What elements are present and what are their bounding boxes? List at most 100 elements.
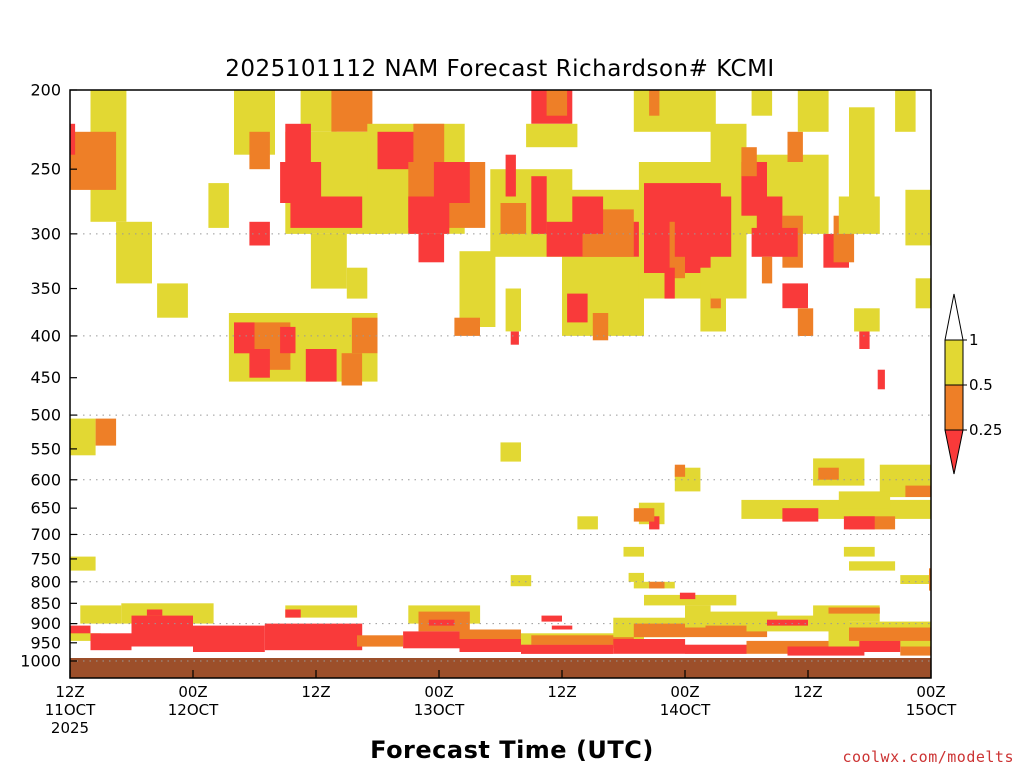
ri-cell-136 — [193, 625, 265, 652]
x-tick-label-0-2: 11OCT — [45, 701, 96, 719]
ri-cell-100 — [649, 516, 660, 530]
ri-cell-146 — [859, 640, 901, 652]
ri-cell-45 — [526, 123, 578, 148]
y-tick-label-700: 700 — [30, 525, 61, 544]
ri-cell-97 — [843, 516, 875, 530]
x-tick-label-60-1: 00Z — [670, 683, 699, 701]
ri-cell-110 — [649, 581, 665, 589]
x-tick-label-72-1: 12Z — [793, 683, 822, 701]
ri-cell-127 — [705, 625, 747, 636]
ri-cell-138 — [357, 635, 404, 647]
x-tick-label-84-1: 00Z — [916, 683, 945, 701]
ri-cell-131 — [849, 627, 931, 641]
ri-cell-24 — [280, 326, 296, 354]
ri-cell-26 — [351, 317, 378, 354]
ri-cell-82 — [905, 189, 931, 246]
ri-cell-94 — [838, 491, 891, 509]
ri-cell-84 — [915, 278, 931, 309]
ri-cell-18 — [310, 233, 347, 289]
ri-cell-129 — [767, 619, 808, 626]
ri-cell-2 — [70, 123, 76, 155]
y-tick-label-850: 850 — [30, 594, 61, 613]
ri-cell-151 — [541, 615, 562, 622]
ri-cell-39 — [531, 176, 547, 234]
ri-cell-72 — [797, 90, 829, 132]
ri-cell-116 — [80, 605, 122, 624]
ri-cell-93 — [741, 499, 931, 519]
ri-cell-150 — [428, 619, 455, 626]
ri-cell-73 — [782, 283, 808, 309]
ri-cell-148 — [146, 609, 163, 616]
ri-cell-77 — [838, 196, 880, 234]
x-tick-label-48-1: 12Z — [547, 683, 576, 701]
ri-cell-139 — [403, 631, 460, 649]
ri-cell-5 — [70, 418, 96, 456]
ri-cell-71 — [787, 131, 803, 162]
ri-cell-149 — [285, 609, 301, 618]
ri-cell-57 — [664, 267, 675, 299]
colorbar-label-2: 0.25 — [969, 421, 1002, 439]
y-tick-label-350: 350 — [30, 279, 61, 298]
ri-cell-4 — [157, 283, 188, 318]
ri-cell-145 — [787, 646, 865, 656]
colorbar-label-1: 0.5 — [969, 376, 993, 394]
ri-cell-104 — [843, 546, 875, 557]
y-tick-label-200: 200 — [30, 81, 61, 100]
ri-cell-123 — [531, 635, 634, 645]
ri-cell-36 — [454, 317, 480, 336]
y-tick-label-800: 800 — [30, 572, 61, 591]
y-tick-label-600: 600 — [30, 470, 61, 489]
ri-cell-19 — [346, 267, 368, 299]
ri-cell-143 — [685, 644, 747, 654]
ri-cell-111 — [644, 594, 737, 606]
x-tick-label-24-1: 12Z — [301, 683, 330, 701]
ri-cell-86 — [500, 442, 521, 462]
ri-cell-108 — [628, 572, 644, 582]
ri-cell-134 — [90, 633, 132, 651]
ri-cell-66 — [756, 196, 783, 234]
ri-cell-32 — [433, 162, 470, 203]
x-tick-label-0-3: 2025 — [51, 719, 89, 737]
ri-cell-81 — [895, 90, 916, 132]
plot-frame — [69, 89, 932, 679]
x-tick-label-0-1: 12Z — [55, 683, 84, 701]
ri-cell-105 — [900, 575, 932, 584]
ri-cell-118 — [285, 605, 358, 618]
ri-cell-44 — [546, 90, 568, 116]
colorbar-label-0: 1 — [969, 331, 979, 349]
ri-cell-52 — [633, 90, 716, 132]
ri-cell-106 — [929, 568, 931, 591]
ri-cell-30 — [413, 123, 445, 162]
ri-cell-140 — [459, 639, 521, 652]
colorbar-segment-0 — [944, 339, 964, 386]
ri-cell-41 — [505, 288, 521, 332]
y-tick-label-500: 500 — [30, 406, 61, 425]
ri-cell-9 — [249, 131, 270, 170]
ri-cell-90 — [818, 467, 839, 480]
ri-cell-85 — [877, 369, 885, 390]
ri-cell-112 — [679, 592, 696, 600]
y-tick-label-550: 550 — [30, 439, 61, 458]
ri-cell-53 — [649, 90, 660, 116]
ri-cell-7 — [70, 556, 96, 571]
richardson-cells — [70, 90, 932, 656]
ground-layer — [70, 658, 931, 678]
y-tick-label-650: 650 — [30, 499, 61, 518]
ri-cell-107 — [510, 575, 532, 587]
ri-cell-133 — [70, 633, 101, 641]
ri-cell-42 — [510, 331, 519, 345]
y-tick-label-950: 950 — [30, 633, 61, 652]
y-tick-label-450: 450 — [30, 368, 61, 387]
ri-cell-135 — [131, 615, 193, 647]
ri-cell-10 — [208, 183, 229, 228]
ri-cell-152 — [551, 625, 573, 630]
colorbar-extend-min — [944, 429, 964, 475]
ri-cell-1 — [70, 131, 117, 190]
ri-cell-59 — [710, 293, 721, 309]
y-tick-label-900: 900 — [30, 614, 61, 633]
ri-cell-3 — [116, 221, 152, 284]
ri-cell-69 — [761, 256, 773, 284]
y-tick-label-400: 400 — [30, 326, 61, 345]
ri-cell-115 — [828, 607, 880, 614]
